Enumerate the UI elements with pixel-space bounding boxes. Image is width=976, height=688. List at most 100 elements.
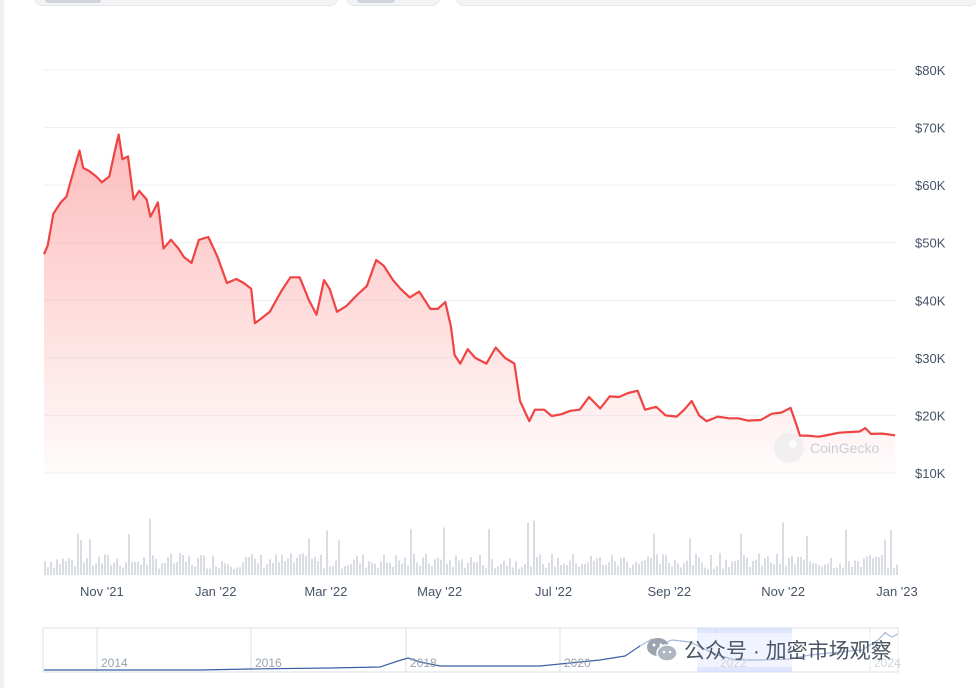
volume-bar — [596, 558, 598, 575]
volume-bar — [50, 561, 52, 575]
volume-bar — [176, 561, 178, 575]
volume-bar — [704, 567, 706, 575]
volume-bar — [878, 557, 880, 575]
volume-bar — [518, 568, 520, 575]
volume-bar — [620, 557, 622, 575]
volume-bar — [599, 557, 601, 575]
navigator-tick-label: 2020 — [564, 656, 591, 670]
volume-bar — [89, 539, 91, 575]
y-tick-label: $80K — [915, 63, 946, 78]
y-tick-label: $10K — [915, 466, 946, 481]
navigator-tick-label: 2014 — [101, 656, 128, 670]
volume-bar — [314, 556, 316, 575]
volume-bar — [812, 562, 814, 575]
volume-bar — [437, 557, 439, 575]
volume-bar — [731, 561, 733, 575]
volume-bar — [587, 562, 589, 575]
volume-bar — [551, 553, 553, 575]
volume-bar — [773, 564, 775, 575]
volume-bar — [530, 566, 532, 575]
volume-bar — [569, 560, 571, 575]
volume-bar — [161, 563, 163, 575]
volume-bar — [683, 562, 685, 575]
volume-bar — [698, 557, 700, 575]
volume-bar — [236, 567, 238, 575]
price-line[interactable] — [42, 133, 896, 438]
volume-bars — [44, 518, 898, 575]
coingecko-watermark: CoinGecko — [774, 433, 879, 463]
volume-bar — [806, 536, 808, 575]
volume-bar — [491, 559, 493, 575]
volume-bar — [416, 562, 418, 575]
volume-bar — [293, 562, 295, 575]
x-tick-label: Mar '22 — [304, 584, 347, 599]
volume-bar — [344, 566, 346, 575]
volume-bar — [128, 534, 130, 575]
volume-bar — [239, 567, 241, 575]
volume-bar — [647, 556, 649, 575]
volume-bar — [650, 557, 652, 575]
volume-bar — [506, 565, 508, 575]
volume-bar — [158, 568, 160, 575]
volume-bar — [335, 560, 337, 575]
volume-bar — [800, 557, 802, 575]
volume-bar — [215, 566, 217, 575]
volume-bar — [827, 563, 829, 575]
volume-bar — [482, 565, 484, 575]
y-tick-label: $30K — [915, 351, 946, 366]
volume-bar — [122, 567, 124, 575]
volume-bar — [728, 567, 730, 575]
volume-bar — [197, 557, 199, 575]
y-tick-label: $40K — [915, 293, 946, 308]
volume-bar — [710, 555, 712, 575]
volume-bar — [836, 567, 838, 575]
volume-bar — [104, 554, 106, 575]
volume-bar — [110, 565, 112, 575]
volume-bar — [542, 564, 544, 575]
x-tick-label: Nov '21 — [80, 584, 124, 599]
volume-bar — [869, 555, 871, 575]
volume-bar — [635, 561, 637, 575]
volume-bar — [350, 564, 352, 575]
volume-bar — [251, 554, 253, 575]
volume-bar — [554, 566, 556, 575]
volume-bar — [674, 559, 676, 575]
volume-bar — [311, 558, 313, 575]
x-tick-label: Nov '22 — [761, 584, 805, 599]
volume-bar — [821, 566, 823, 575]
volume-bar — [611, 555, 613, 575]
volume-bar — [452, 567, 454, 575]
volume-bar — [203, 555, 205, 575]
volume-bar — [272, 562, 274, 575]
volume-bar — [371, 562, 373, 575]
volume-bar — [584, 563, 586, 575]
volume-bar — [824, 564, 826, 575]
volume-bar — [464, 567, 466, 575]
volume-bar — [140, 564, 142, 575]
volume-bar — [791, 555, 793, 575]
volume-bar — [257, 563, 259, 575]
volume-bar — [95, 563, 97, 575]
volume-bar — [362, 554, 364, 575]
volume-bar — [68, 558, 70, 575]
volume-bar — [155, 558, 157, 575]
volume-bar — [392, 566, 394, 575]
volume-bar — [413, 553, 415, 575]
volume-bar — [653, 533, 655, 575]
volume-bar — [860, 567, 862, 575]
volume-bar — [152, 555, 154, 575]
volume-bar — [803, 559, 805, 575]
volume-bar — [602, 564, 604, 575]
volume-bar — [269, 559, 271, 575]
volume-bar — [581, 563, 583, 575]
volume-bar — [701, 562, 703, 575]
volume-bar — [329, 566, 331, 575]
volume-bar — [434, 559, 436, 575]
volume-bar — [854, 560, 856, 575]
volume-bar — [890, 530, 892, 575]
volume-bar — [629, 567, 631, 575]
volume-bar — [470, 556, 472, 575]
volume-bar — [233, 568, 235, 575]
volume-bar — [443, 527, 445, 575]
